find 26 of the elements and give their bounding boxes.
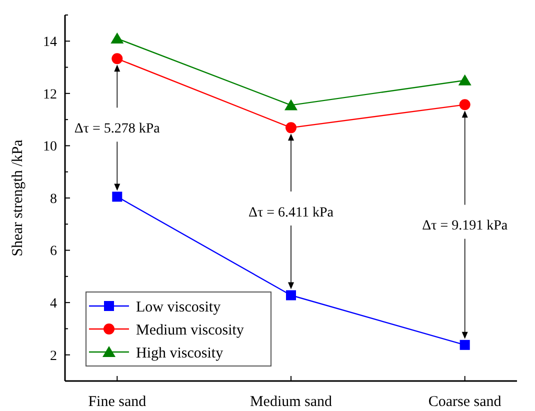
point	[286, 122, 296, 134]
x-tick-label: Coarse sand	[428, 394, 502, 410]
annotation: Δτ = 6.411 kPa	[248, 205, 334, 220]
point	[112, 192, 122, 202]
y-tick-label: 12	[43, 87, 57, 102]
annotation: Δτ = 9.191 kPa	[422, 218, 508, 234]
legend-label: Medium viscosity	[136, 322, 244, 338]
y-tick-label: 2	[50, 348, 57, 364]
y-axis-title: Shear strength /kPa	[10, 139, 26, 256]
point	[286, 290, 296, 300]
point	[458, 74, 472, 86]
point	[112, 53, 123, 64]
y-tick-label: 14	[43, 35, 57, 50]
x-tick-label: Medium sand	[250, 394, 333, 410]
y-tick-label: 6	[50, 244, 57, 260]
point	[459, 99, 470, 110]
y-tick-label: 8	[50, 192, 57, 207]
point	[284, 99, 298, 110]
y-tick-label: 4	[50, 296, 57, 312]
legend-label: Low viscosity	[136, 299, 222, 316]
point	[110, 32, 124, 44]
annotation: Δτ = 5.278 kPa	[74, 122, 161, 137]
legend-label: High viscosity	[136, 345, 224, 362]
point	[460, 340, 470, 350]
y-tick-label: 10	[43, 140, 57, 155]
x-tick-label: Fine sand	[88, 394, 147, 410]
